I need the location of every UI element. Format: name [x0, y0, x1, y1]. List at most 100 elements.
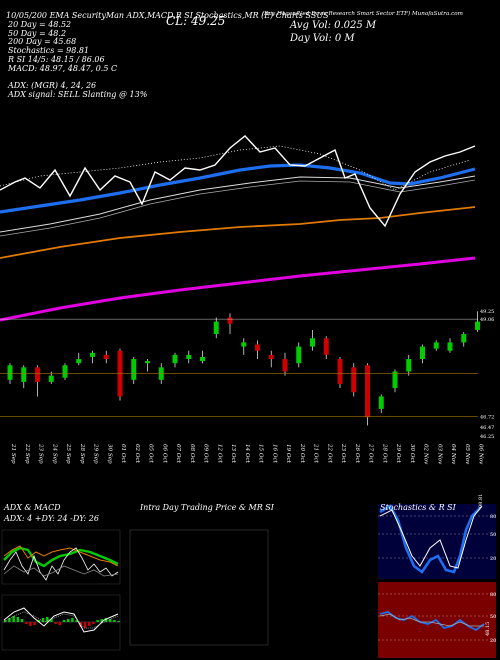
stoch-panel-bg — [378, 504, 496, 579]
date-label: 29 Oct — [395, 443, 401, 464]
candle — [255, 340, 260, 360]
macd-histogram-bar — [62, 620, 66, 622]
candle-body — [255, 344, 260, 351]
date-label: 08 Oct — [189, 444, 195, 464]
date-label: 09 Oct — [203, 444, 209, 464]
close-price: CL: 49.25 — [166, 14, 226, 28]
candle — [392, 369, 398, 393]
candle — [103, 350, 109, 364]
reference-lines — [0, 318, 478, 417]
candle — [90, 350, 95, 364]
macd-histogram-bar — [12, 616, 15, 622]
candle-body — [378, 396, 384, 409]
date-label: 14 Oct — [244, 444, 250, 464]
macd-histogram-bar — [8, 618, 11, 622]
adx-white-line — [3, 547, 119, 581]
candle — [76, 352, 82, 366]
candle-body — [90, 352, 95, 357]
candle — [461, 332, 467, 347]
indicator-panels: 80 50 20 98.81 80 50 20 48.15 — [1, 494, 496, 658]
info-line: Stochastics = 98.81 — [8, 46, 90, 56]
candle — [35, 365, 40, 397]
candle — [172, 352, 178, 368]
ema100-line — [0, 206, 476, 259]
candle-body — [310, 338, 315, 347]
candle — [186, 350, 192, 364]
candle — [131, 356, 137, 384]
ema20-line — [0, 163, 476, 214]
date-label: 15 Oct — [258, 444, 264, 464]
candle — [282, 352, 288, 376]
stoch-k-line — [379, 504, 481, 574]
candle-body — [392, 371, 398, 389]
date-label: 07 Oct — [175, 444, 181, 464]
candle-body — [21, 367, 27, 382]
date-label: 25 Sep — [65, 443, 71, 464]
rsi-signal-line — [379, 613, 484, 627]
candle-body — [131, 359, 137, 380]
macd-line — [3, 607, 119, 633]
candle — [227, 313, 233, 335]
macd-histogram-bar — [16, 617, 20, 622]
stoch-level-label: 50 — [490, 532, 496, 538]
candle-body — [227, 317, 233, 324]
candle — [117, 348, 123, 401]
macd-histogram-bar — [20, 619, 24, 622]
date-label: 23 Sep — [38, 443, 44, 464]
macd-histogram-bar — [92, 622, 95, 624]
candle-body — [323, 338, 329, 355]
candle-body — [351, 367, 357, 393]
date-label: 29 Sep — [93, 443, 99, 464]
candle — [145, 359, 150, 372]
macd-histogram-bar — [50, 619, 53, 622]
date-label: 21 Sep — [10, 443, 16, 464]
macd-histogram-bar — [25, 622, 28, 624]
date-label: 04 Nov — [450, 444, 456, 465]
macd-histogram-bar — [100, 619, 104, 622]
candle-body — [241, 342, 247, 347]
info-line: R SI 14/5: 48.15 / 86.06 — [8, 54, 105, 64]
date-label: 20 Oct — [299, 443, 305, 464]
macd-histogram-bar — [109, 619, 112, 622]
date-label: 05 Oct — [148, 444, 154, 464]
macd-histogram-bar — [79, 622, 83, 627]
candle-body — [296, 346, 302, 364]
info-line: ADX: (MGR) 4, 24, 26 — [8, 80, 97, 90]
candle-body — [475, 321, 480, 330]
stoch-d-line — [379, 505, 483, 569]
candle-body — [48, 375, 54, 382]
candle — [241, 338, 247, 355]
date-label: 06 Oct — [161, 444, 167, 464]
candle-body — [282, 359, 288, 372]
macd-histogram-bar — [83, 622, 87, 628]
candle-body — [145, 361, 150, 364]
date-label: 02 Nov — [423, 444, 429, 465]
candle-body — [420, 346, 425, 360]
date-label: 06 Nov — [478, 444, 484, 465]
date-axis: 21 Sep 22 Sep 23 Sep 24 Sep 25 Sep 28 Sep 29 S… — [10, 443, 484, 465]
date-label: 28 Oct — [381, 443, 387, 464]
macd-histogram-bar — [37, 620, 41, 622]
candle-body — [268, 354, 274, 360]
adx-values: ADX: 4 +DY: 24 -DY: 26 — [4, 514, 99, 523]
candle — [475, 311, 480, 333]
date-label: 19 Oct — [285, 444, 291, 464]
date-label: 22 Sep — [24, 443, 30, 464]
candle-body — [186, 354, 192, 360]
date-label: 26 Oct — [354, 443, 360, 464]
date-label: 22 Oct — [326, 443, 332, 464]
candle — [433, 340, 439, 351]
macd-histogram-bar — [29, 622, 32, 626]
candle-body — [62, 365, 68, 378]
candle — [378, 394, 384, 414]
date-label: 02 Oct — [134, 444, 140, 464]
date-label: 13 Oct — [230, 444, 236, 464]
macd-histogram-bar — [46, 617, 49, 622]
date-label: 21 Oct — [313, 443, 319, 464]
description: (Day Hagan/Ned Davis Research Smart Sect… — [262, 11, 463, 17]
stoch-value-label: 98.81 — [478, 494, 484, 508]
candles — [7, 311, 480, 426]
macd-histogram-bar — [58, 622, 62, 625]
adx-gray-line — [3, 565, 119, 577]
